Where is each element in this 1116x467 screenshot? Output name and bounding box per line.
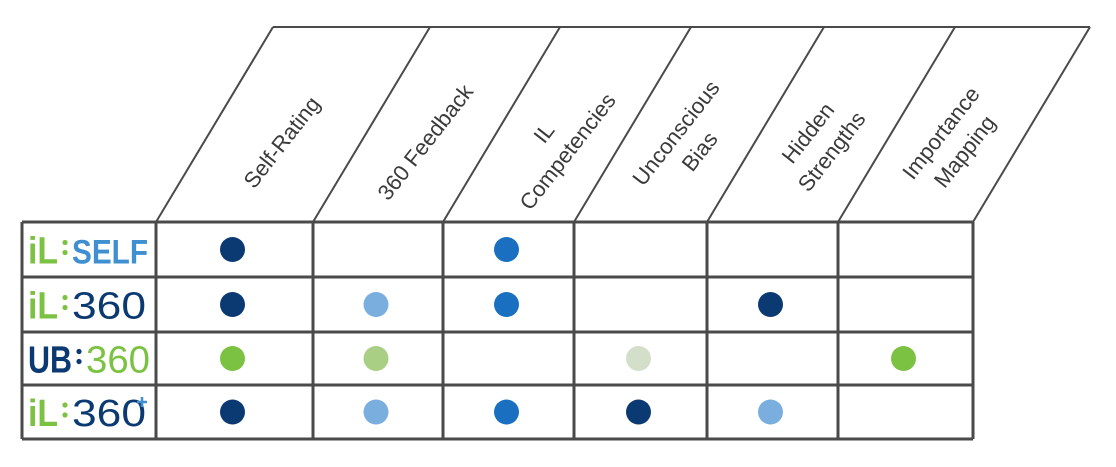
logo-prefix: UB [28,340,72,382]
dot-il-360-hidden-strengths [758,292,783,317]
column-header-self-rating: Self-Rating [238,92,325,193]
logo-separator-dot [62,412,68,418]
logo-separator-dot [62,304,68,311]
logo-separator-dot [62,249,68,256]
header-divider-5 [837,26,956,223]
logo-il-360: iL 360 [28,286,146,328]
header-divider-6 [972,26,1091,223]
header-divider-3 [573,26,692,223]
logo-separator-dot [62,294,68,301]
logo-ub-360: UB 360 [28,340,150,382]
table-grid [20,220,975,441]
dot-il-360-plus-unconscious-bias [626,399,651,425]
logo-suffix: 360 [72,393,146,435]
logo-separator-dot [76,348,82,355]
column-header-line: IL [528,118,559,148]
logo-separator-dot [62,402,68,408]
logo-prefix: iL [28,231,58,273]
dot-il-360-self-rating [220,292,245,317]
dot-il-360-plus-360-feedback [363,399,389,425]
header-divider-2 [442,26,561,223]
dot-il-360-360-feedback [363,292,389,317]
dot-il-360-plus-il-competencies [494,399,519,425]
dot-ub-360-unconscious-bias [626,346,651,371]
header-divider-0 [155,26,274,223]
logo-separator-dot [62,239,68,246]
logo-il-self: iL SELF [28,231,148,273]
logo-separator-dot [76,358,82,365]
logo-il-360-plus: iL 360 [28,393,147,435]
column-header-line: Competencies [514,88,620,214]
dot-il-self-self-rating [220,237,245,262]
logo-suffix: SELF [72,234,148,272]
logo-suffix: 360 [86,340,150,382]
column-header-line: Self-Rating [238,92,325,193]
dot-il-self-il-competencies [494,237,519,262]
header-divider-1 [312,26,431,223]
dot-il-360-plus-self-rating [220,399,245,425]
dot-ub-360-360-feedback [363,346,389,371]
logo-prefix: iL [28,393,58,435]
dot-ub-360-importance-mapping [891,346,916,371]
dot-il-360-il-competencies [494,292,519,317]
header-divider-4 [706,26,825,223]
logo-prefix: iL [28,286,58,328]
dot-il-360-plus-hidden-strengths [758,399,783,425]
table-dots [220,237,916,425]
logo-suffix: 360 [72,286,146,328]
dot-ub-360-self-rating [220,346,245,371]
